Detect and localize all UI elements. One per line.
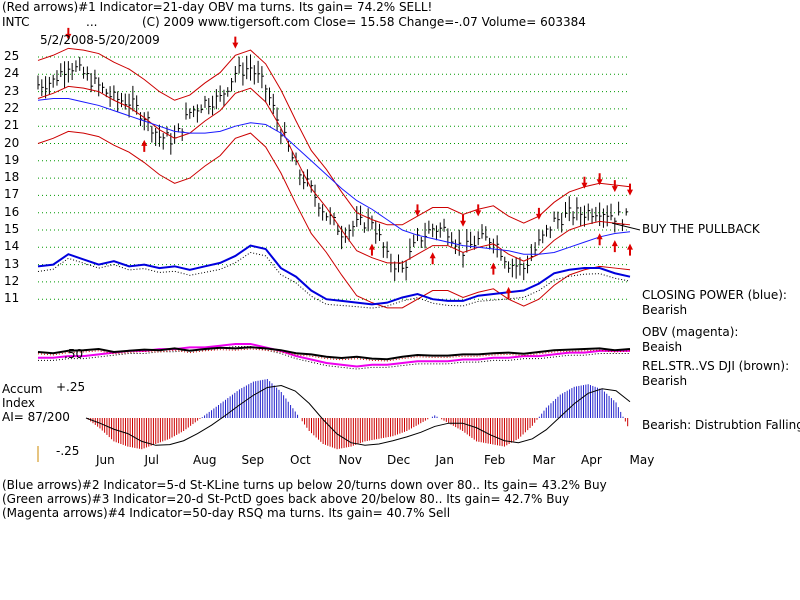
obv-state: Beaish bbox=[642, 340, 683, 354]
y-tick-label: 23 bbox=[4, 83, 20, 98]
y-tick-label: 16 bbox=[4, 204, 20, 219]
y-tick-label: 19 bbox=[4, 152, 20, 167]
x-tick-label: May bbox=[629, 453, 655, 467]
buy-arrow-icon bbox=[429, 252, 436, 265]
relstr-ma-line bbox=[37, 348, 631, 362]
lower-band-line bbox=[37, 130, 631, 309]
y-tick-label: 25 bbox=[4, 49, 20, 63]
x-tick-label: Feb bbox=[484, 453, 506, 467]
header-indicator-line: (Red arrows)#1 Indicator=21-day OBV ma t… bbox=[2, 0, 433, 14]
y-tick-label: 18 bbox=[4, 170, 20, 185]
obv-line bbox=[38, 342, 630, 368]
date-range-label: 5/2/2008-5/20/2009 bbox=[40, 33, 160, 47]
x-tick-label: Jul bbox=[144, 453, 159, 467]
ticker-dots: ... bbox=[86, 15, 98, 29]
y-tick-label: 13 bbox=[4, 256, 20, 271]
accum-label: Accum bbox=[2, 382, 43, 396]
x-tick-label: Sep bbox=[241, 453, 265, 467]
x-tick-label: Apr bbox=[581, 453, 602, 467]
y-tick-label: 11 bbox=[4, 291, 20, 306]
closing-power-ma-line bbox=[37, 251, 631, 309]
closing-power-label: CLOSING POWER (blue): bbox=[642, 288, 787, 302]
fifty-label: .50 bbox=[64, 347, 84, 361]
buy-arrow-icon bbox=[368, 243, 375, 256]
y-tick-label: 20 bbox=[4, 135, 20, 150]
relstr-state: Bearish bbox=[642, 374, 688, 388]
obv-ma-line bbox=[38, 346, 630, 370]
x-tick-label: Dec bbox=[387, 453, 411, 467]
obv-label: OBV (magenta): bbox=[642, 325, 739, 339]
footer-magenta-arrows: (Magenta arrows)#4 Indicator=50-day RSQ … bbox=[2, 506, 451, 520]
closing-power-line bbox=[37, 244, 631, 306]
x-tick-label: Jan bbox=[435, 453, 455, 467]
buy-arrow-icon bbox=[141, 139, 148, 152]
accum-ma-line bbox=[85, 384, 631, 446]
index-label: Index bbox=[2, 396, 36, 410]
y-tick-label: 21 bbox=[4, 118, 20, 133]
sell-arrow-icon bbox=[627, 183, 633, 196]
sell-arrow-icon bbox=[65, 27, 72, 40]
sell-arrow-icon bbox=[414, 204, 421, 217]
ticker-label: INTC bbox=[2, 15, 30, 29]
upper-band-line bbox=[37, 47, 631, 226]
buy-arrow-icon bbox=[505, 286, 512, 299]
buy-arrow-icon bbox=[596, 233, 603, 246]
relstr-label: REL.STR..VS DJI (brown): bbox=[642, 359, 790, 373]
y-tick-label: 12 bbox=[4, 273, 20, 288]
x-tick-label: Oct bbox=[290, 453, 311, 467]
plus25-label: +.25 bbox=[56, 380, 86, 394]
x-tick-label: Aug bbox=[193, 453, 217, 467]
ai-label: AI= 87/200 bbox=[2, 410, 70, 424]
sell-arrow-icon bbox=[232, 36, 239, 49]
y-tick-label: 22 bbox=[4, 100, 20, 115]
inner-band-line bbox=[37, 85, 631, 264]
buy-arrow-icon bbox=[490, 262, 497, 275]
sell-arrow-icon bbox=[611, 180, 618, 193]
y-tick-label: 24 bbox=[4, 66, 20, 81]
closing-power-state: Bearish bbox=[642, 303, 688, 317]
footer-green-arrows: (Green arrows)#3 Indicator=20-d St-PctD … bbox=[2, 492, 570, 506]
x-tick-label: Jun bbox=[96, 453, 115, 467]
y-tick-label: 17 bbox=[4, 187, 20, 202]
buy-pullback-pointer bbox=[611, 222, 641, 231]
x-tick-label: Nov bbox=[338, 453, 362, 467]
sell-arrow-icon bbox=[460, 214, 467, 227]
moving-average-line bbox=[37, 98, 631, 255]
sell-arrow-icon bbox=[596, 173, 603, 186]
footer-blue-arrows: (Blue arrows)#2 Indicator=5-d St-KLine t… bbox=[2, 478, 607, 492]
y-tick-label: 15 bbox=[4, 222, 20, 236]
buy-arrow-icon bbox=[627, 243, 633, 256]
sell-arrow-icon bbox=[535, 207, 542, 220]
buy-arrow-icon bbox=[611, 240, 618, 253]
buy-pullback-label: BUY THE PULLBACK bbox=[642, 222, 760, 236]
close-change-volume: (C) 2009 www.tigersoft.com Close= 15.58 … bbox=[142, 15, 586, 29]
minus25-label: -.25 bbox=[56, 444, 80, 458]
y-tick-label: 14 bbox=[4, 239, 20, 254]
sell-arrow-icon bbox=[475, 204, 482, 217]
x-tick-label: Mar bbox=[532, 453, 556, 467]
accum-note: Bearish: Distrubtion Falling. bbox=[642, 418, 800, 432]
sell-arrow-icon bbox=[581, 176, 588, 189]
relstr-line bbox=[37, 346, 631, 361]
